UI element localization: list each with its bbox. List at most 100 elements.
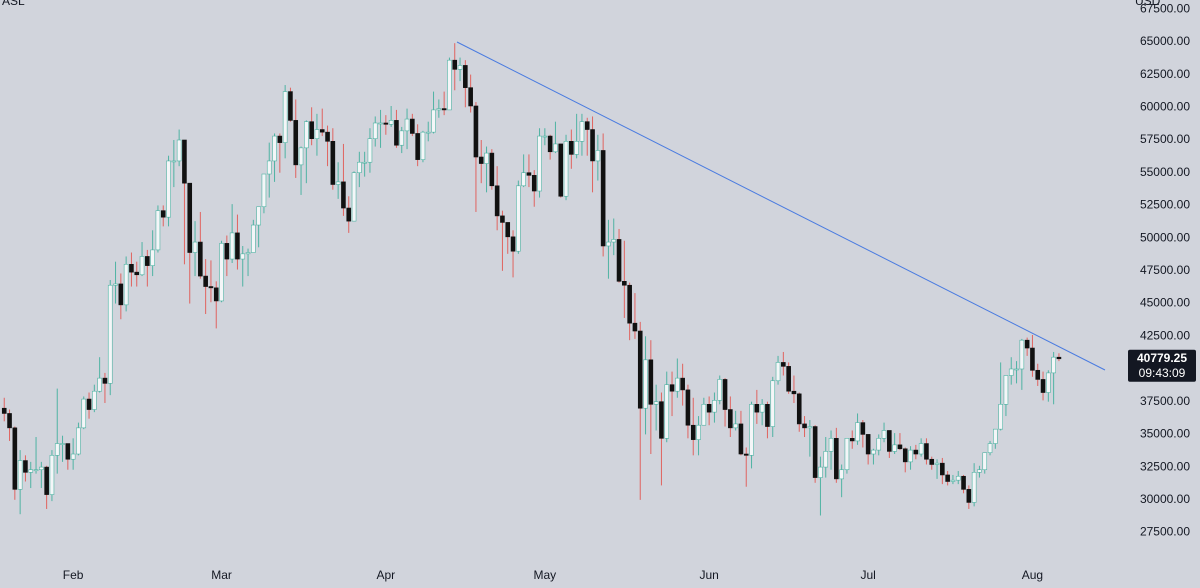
x-tick-label: Aug [1022, 568, 1043, 582]
candle-body [807, 426, 813, 429]
candle-body [516, 185, 521, 252]
candle-body [224, 243, 230, 260]
candle-body [325, 131, 330, 142]
candle-body [129, 263, 134, 273]
candle-body [961, 475, 966, 490]
candle-body [261, 173, 267, 208]
candle-body [945, 474, 950, 482]
candle-body [881, 430, 887, 439]
candle-body [155, 210, 161, 251]
candle-body [1003, 375, 1009, 405]
candle-body [394, 120, 399, 146]
candle-body [998, 403, 1003, 430]
y-tick-label: 27500.00 [1140, 525, 1190, 539]
candle-body [208, 286, 214, 289]
y-tick-label: 30000.00 [1140, 492, 1190, 506]
candle-body [213, 287, 219, 302]
candle-body [743, 453, 749, 456]
candle-body [378, 122, 383, 125]
candle-body [431, 109, 436, 133]
y-tick-label: 60000.00 [1140, 99, 1190, 113]
candle-body [388, 120, 394, 125]
candle-body [606, 241, 611, 247]
y-tick-label: 37500.00 [1140, 394, 1190, 408]
candle-body [802, 423, 807, 429]
candle-body [579, 121, 585, 142]
candle-body [786, 366, 791, 392]
candle-body [118, 283, 124, 306]
candle-body [1046, 372, 1051, 393]
candle-body [346, 207, 352, 222]
x-tick-label: Jun [699, 568, 718, 582]
candle-body [425, 131, 431, 134]
candle-body [791, 390, 797, 395]
candle-body [304, 121, 309, 149]
candle-body [759, 403, 765, 413]
candle-body [653, 401, 659, 405]
candle-body [150, 249, 155, 266]
candle-body [107, 284, 113, 384]
candle-body [611, 239, 617, 243]
candle-body [537, 135, 542, 192]
last-price: 40779.25 [1137, 351, 1187, 365]
candle-body [1008, 368, 1014, 376]
candle-body [913, 449, 919, 455]
candle-body [229, 232, 235, 260]
candle-body [251, 224, 256, 253]
candle-body [918, 443, 924, 455]
candle-body [28, 469, 34, 473]
candle-body [166, 160, 171, 218]
candle-body [765, 403, 770, 427]
candle-body [468, 87, 473, 107]
candle-body [680, 377, 685, 391]
candle-body [993, 428, 998, 444]
candle-body [145, 256, 150, 266]
candle-body [712, 400, 717, 413]
y-tick-label: 32500.00 [1140, 459, 1190, 473]
candle-body [860, 422, 866, 435]
candle-body [749, 403, 754, 456]
y-tick-label: 55000.00 [1140, 165, 1190, 179]
candle-body [441, 108, 447, 111]
candle-body [828, 438, 834, 452]
candle-body [288, 91, 293, 121]
y-tick-label: 35000.00 [1140, 427, 1190, 441]
candle-body [690, 424, 696, 440]
candle-body [17, 460, 23, 490]
candle-body [500, 215, 505, 223]
candle-body [558, 143, 564, 197]
candle-body [330, 141, 336, 185]
candle-body [722, 379, 728, 410]
candle-body [908, 449, 913, 463]
candle-body [383, 122, 389, 125]
x-tick-label: May [534, 568, 557, 582]
candle-body [505, 222, 511, 238]
candle-body [526, 172, 532, 176]
y-tick-label: 67500.00 [1140, 1, 1190, 15]
candle-body [203, 275, 208, 287]
candle-body [1014, 368, 1019, 371]
candle-body [7, 413, 12, 429]
x-tick-label: Apr [376, 568, 395, 582]
candle-body [664, 384, 670, 439]
candle-body [812, 426, 818, 478]
candle-body [929, 458, 935, 465]
candle-body [1035, 369, 1041, 380]
candle-body [675, 377, 680, 392]
currency: USD [1135, 0, 1161, 8]
y-tick-label: 45000.00 [1140, 296, 1190, 310]
trend-line [456, 41, 1106, 371]
candle-body [616, 239, 622, 282]
candle-body [452, 59, 458, 70]
y-tick-label: 47500.00 [1140, 263, 1190, 277]
candle-body [240, 253, 246, 260]
candle-body [415, 133, 420, 160]
candle-body [49, 455, 55, 495]
candle-body [192, 241, 198, 253]
candle-body [971, 472, 977, 503]
candle-body [198, 241, 203, 277]
candle-body [319, 129, 325, 133]
x-tick-label: Jul [860, 568, 875, 582]
candle-body [770, 380, 776, 427]
